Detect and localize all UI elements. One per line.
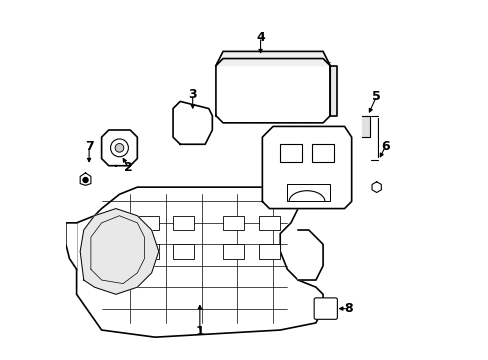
- Polygon shape: [298, 230, 323, 280]
- Bar: [258, 216, 280, 230]
- Bar: [287, 184, 329, 202]
- Bar: [137, 216, 159, 230]
- Text: 8: 8: [343, 302, 352, 315]
- Bar: [173, 216, 194, 230]
- Polygon shape: [66, 223, 77, 269]
- Polygon shape: [329, 66, 337, 116]
- Polygon shape: [262, 126, 351, 208]
- Circle shape: [83, 177, 88, 183]
- Bar: [312, 144, 333, 162]
- Polygon shape: [371, 182, 381, 193]
- Polygon shape: [77, 187, 323, 337]
- Bar: [223, 216, 244, 230]
- Bar: [280, 144, 301, 162]
- Polygon shape: [362, 116, 369, 137]
- Polygon shape: [80, 173, 91, 185]
- Text: 6: 6: [381, 140, 389, 153]
- Text: 7: 7: [84, 140, 93, 153]
- FancyBboxPatch shape: [313, 298, 337, 319]
- Text: 5: 5: [371, 90, 380, 103]
- Text: 4: 4: [256, 31, 264, 44]
- Bar: [223, 244, 244, 258]
- Polygon shape: [173, 102, 212, 144]
- Text: 1: 1: [195, 325, 204, 338]
- Polygon shape: [80, 208, 159, 294]
- Bar: [137, 244, 159, 258]
- Polygon shape: [216, 51, 329, 66]
- Text: 3: 3: [188, 88, 197, 101]
- Polygon shape: [216, 59, 329, 123]
- Bar: [173, 244, 194, 258]
- Circle shape: [115, 144, 123, 152]
- Text: 2: 2: [124, 161, 133, 174]
- Polygon shape: [102, 130, 137, 166]
- Bar: [258, 244, 280, 258]
